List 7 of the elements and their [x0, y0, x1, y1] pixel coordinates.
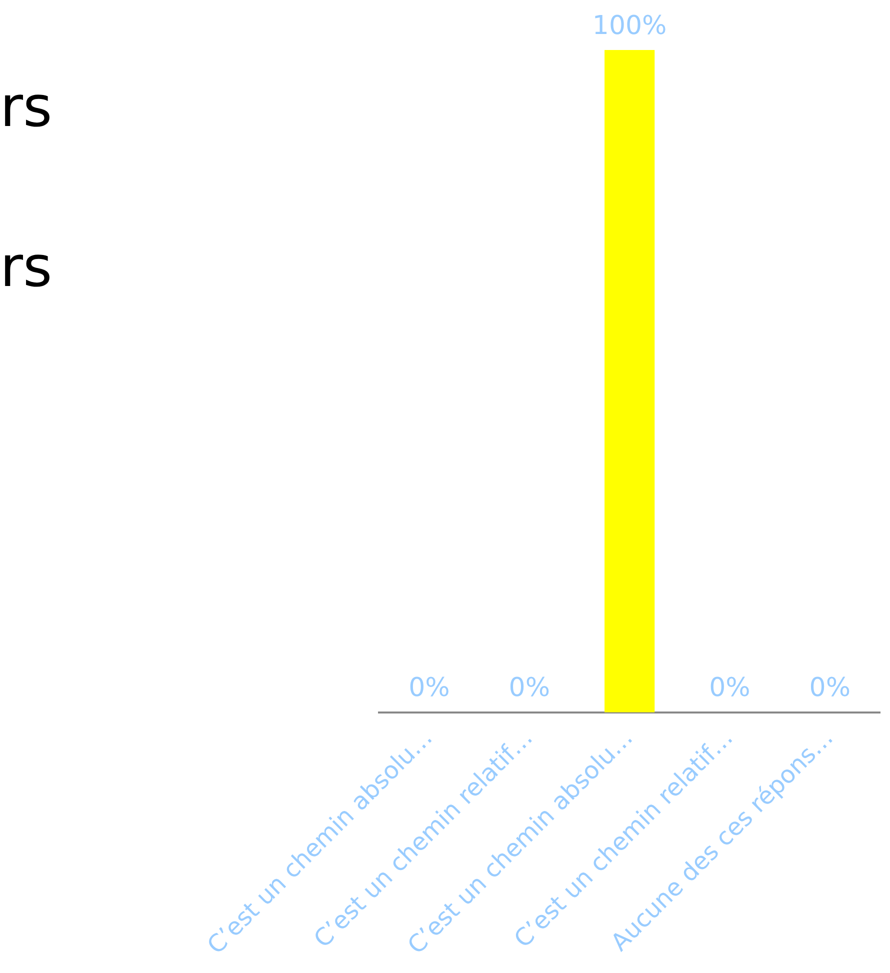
- data-label: 100%: [592, 10, 667, 41]
- data-label: 0%: [408, 673, 450, 704]
- data-label: 0%: [508, 673, 550, 704]
- data-label: 0%: [709, 673, 750, 704]
- text: rs: [0, 235, 52, 300]
- data-label: 0%: [809, 673, 851, 704]
- text: rs: [0, 75, 52, 140]
